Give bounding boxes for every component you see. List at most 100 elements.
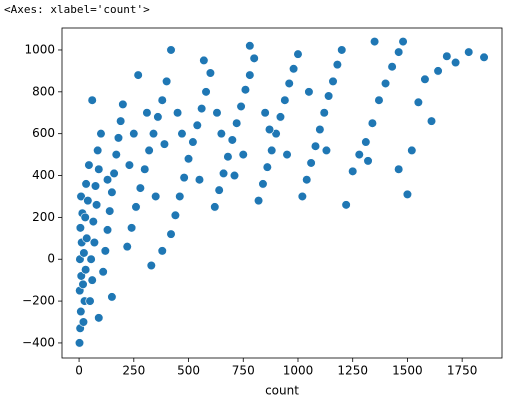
point	[361, 137, 371, 147]
point	[75, 223, 85, 233]
point	[107, 292, 117, 302]
point	[157, 246, 167, 256]
point	[337, 45, 347, 55]
point	[159, 139, 170, 149]
point	[275, 112, 286, 122]
point	[86, 254, 96, 264]
point	[85, 296, 95, 306]
point	[380, 78, 391, 89]
point	[151, 191, 161, 202]
point	[172, 108, 183, 118]
point	[245, 70, 255, 80]
point	[328, 76, 338, 86]
point	[81, 265, 91, 275]
point	[80, 212, 90, 222]
point	[289, 64, 299, 74]
point	[236, 101, 246, 112]
y-tick-label: 1000	[24, 42, 55, 56]
point	[166, 45, 176, 55]
point	[240, 85, 251, 95]
point	[433, 66, 443, 76]
point	[82, 233, 92, 243]
point	[407, 145, 417, 156]
point	[210, 202, 220, 212]
plot-area	[74, 37, 489, 348]
point	[94, 313, 104, 323]
x-tick-label: 1250	[337, 364, 368, 378]
x-tick-label: 750	[232, 364, 255, 378]
point	[188, 137, 198, 147]
point	[105, 206, 115, 216]
point	[413, 97, 423, 107]
y-tick-label: 200	[32, 210, 55, 224]
point	[83, 196, 93, 206]
point	[306, 158, 316, 168]
y-tick-label: 400	[32, 168, 55, 182]
point	[127, 223, 137, 233]
point	[394, 47, 404, 57]
point	[113, 133, 124, 143]
point	[131, 202, 141, 212]
x-tick-label: 250	[122, 364, 145, 378]
x-tick-label: 1750	[447, 364, 478, 378]
point	[267, 145, 277, 156]
point	[118, 99, 128, 109]
point	[201, 87, 211, 97]
point	[124, 160, 135, 170]
point	[78, 317, 89, 327]
point	[205, 68, 216, 78]
point	[157, 95, 167, 105]
point	[177, 129, 187, 139]
point	[310, 141, 321, 151]
point	[302, 175, 312, 185]
point	[148, 129, 159, 139]
point	[398, 37, 408, 47]
point	[315, 124, 325, 135]
point	[146, 260, 156, 271]
axes-frame	[61, 27, 503, 359]
point	[321, 145, 332, 156]
point	[253, 196, 264, 206]
point	[87, 95, 97, 105]
x-tick-label: 1000	[283, 364, 314, 378]
point	[170, 210, 180, 220]
point	[232, 118, 242, 128]
point	[91, 200, 102, 210]
point	[144, 145, 154, 156]
point	[426, 116, 437, 126]
point	[78, 279, 88, 289]
point	[179, 173, 189, 183]
point	[479, 52, 489, 62]
point	[348, 166, 358, 176]
x-tick-label: 0	[75, 364, 83, 378]
point	[90, 181, 101, 191]
point	[258, 179, 268, 189]
x-tick-label: 1500	[392, 364, 423, 378]
point	[93, 145, 103, 156]
y-tick-label: 800	[32, 84, 55, 98]
point	[109, 168, 119, 179]
point	[76, 306, 86, 317]
point	[129, 129, 139, 139]
point	[374, 95, 384, 105]
point	[245, 41, 255, 51]
point	[84, 160, 94, 170]
y-tick-label: −400	[22, 335, 55, 349]
point	[142, 108, 152, 118]
point	[227, 135, 237, 145]
point	[341, 200, 351, 210]
x-tick-label: 500	[177, 364, 200, 378]
point	[297, 191, 307, 202]
point	[387, 62, 397, 72]
point	[81, 179, 91, 189]
point	[367, 118, 378, 128]
point	[166, 229, 176, 239]
point	[354, 150, 364, 160]
point	[76, 191, 86, 202]
point	[153, 112, 163, 122]
point	[229, 170, 240, 181]
point	[464, 47, 474, 57]
point	[442, 51, 452, 61]
point	[140, 164, 150, 174]
